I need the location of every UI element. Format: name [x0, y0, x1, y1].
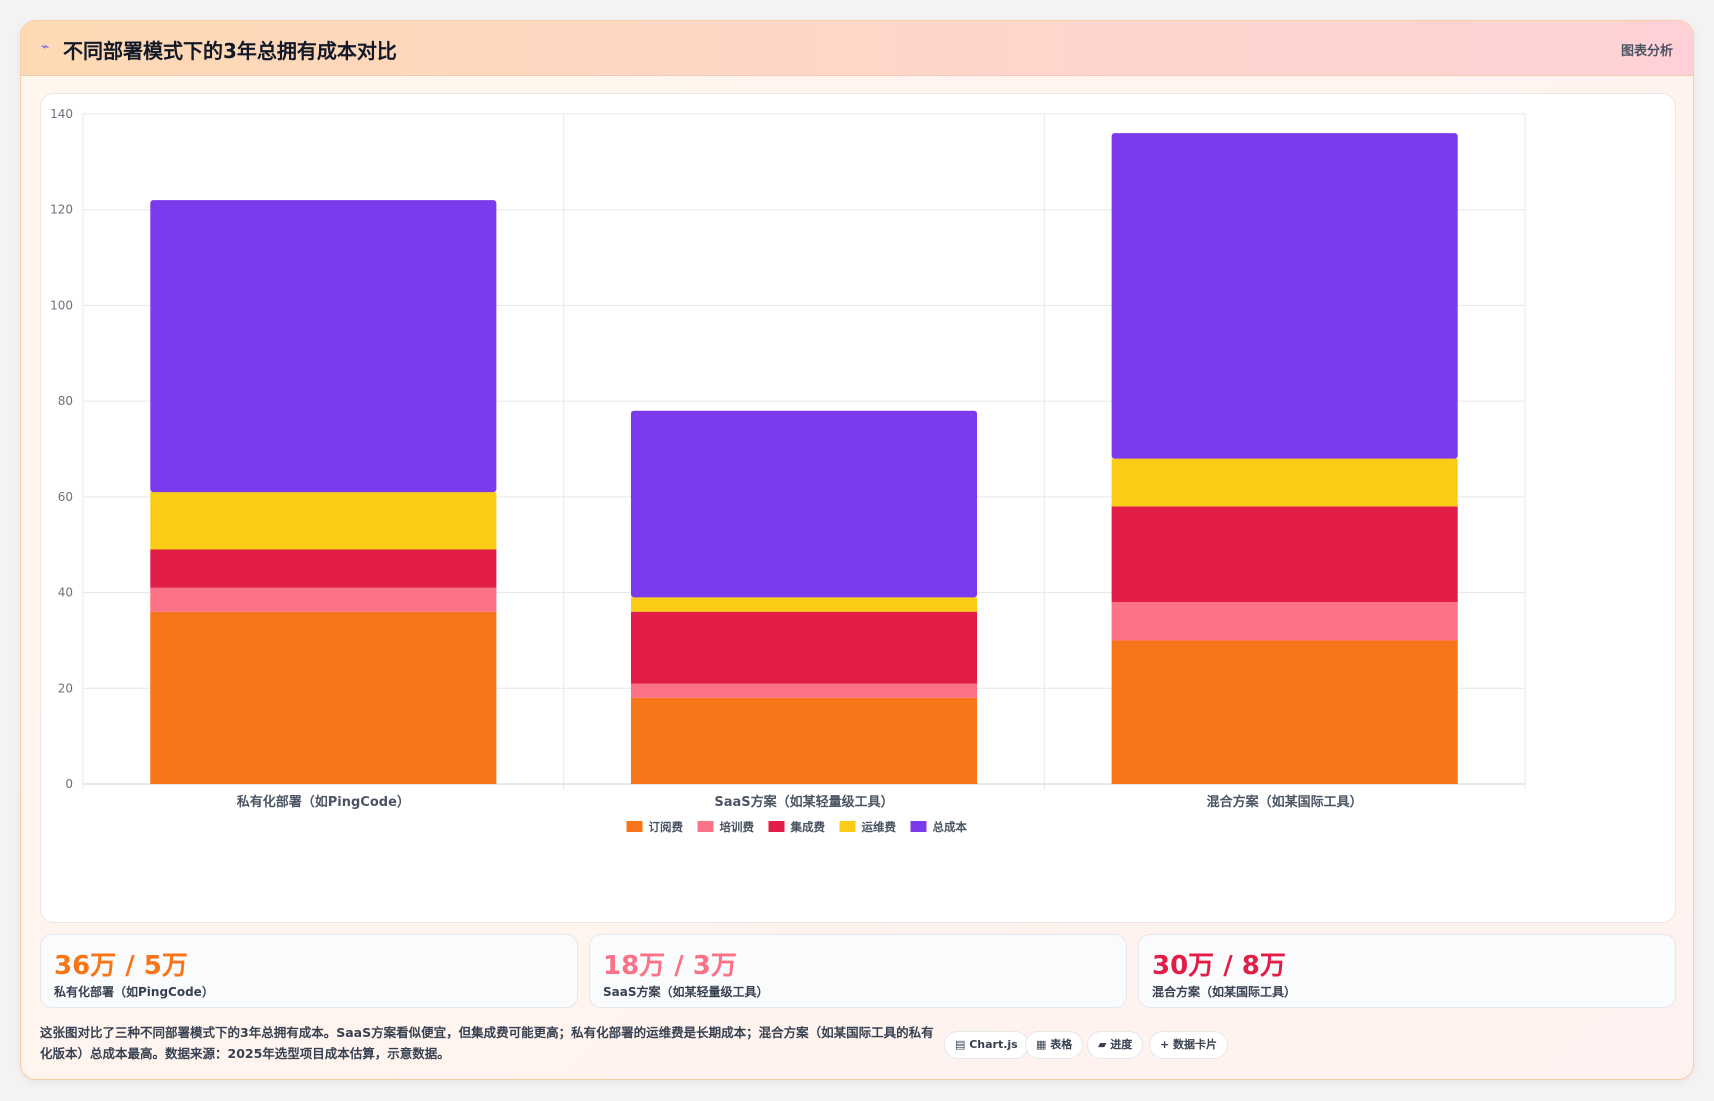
- chart-analysis-link[interactable]: 图表分析: [1620, 44, 1673, 59]
- legend-label: 集成费: [790, 820, 826, 834]
- stat-label: SaaS方案（如某轻量级工具）: [603, 985, 769, 999]
- x-tick-label: SaaS方案（如某轻量级工具）: [714, 794, 893, 810]
- bar-segment: [630, 697, 978, 784]
- bar-segment: [150, 611, 497, 784]
- legend-swatch: [910, 821, 927, 832]
- stat-value: 30万 / 8万: [1152, 951, 1286, 981]
- bar-segment: [1111, 506, 1458, 603]
- bar-segment: [1111, 640, 1458, 784]
- x-tick-label: 私有化部署（如PingCode）: [237, 794, 410, 810]
- chart-container: 0 20 40 60 80 100 120 140 私有化部署（如PingCode） SaaS方案…: [40, 93, 1676, 923]
- stat-label: 私有化部署（如PingCode）: [54, 985, 214, 999]
- legend-swatch: [768, 821, 785, 832]
- legend-swatch: [697, 821, 714, 832]
- y-tick-label: 20: [58, 681, 73, 695]
- stat-card-hybrid: 30万 / 8万 混合方案（如某国际工具）: [1138, 934, 1676, 1008]
- bar-segment: [1111, 133, 1458, 459]
- stat-value: 18万 / 3万: [603, 951, 737, 981]
- bar-segment: [630, 611, 978, 684]
- tag-table[interactable]: ▦ 表格: [1025, 1031, 1084, 1059]
- stats-row: 36万 / 5万 私有化部署（如PingCode） 18万 / 3万 SaaS方…: [40, 934, 1676, 1008]
- tag-chartjs[interactable]: ▤ Chart.js: [944, 1031, 1029, 1059]
- bar-segment: [150, 549, 497, 588]
- y-tick-label: 0: [65, 777, 73, 791]
- legend-label: 订阅费: [649, 820, 684, 834]
- legend-swatch: [839, 821, 856, 832]
- bar-segment: [150, 492, 497, 550]
- stacked-bar-chart: 0 20 40 60 80 100 120 140 私有化部署（如PingCode） SaaS方案…: [50, 107, 1526, 834]
- bar-segment: [630, 683, 978, 698]
- bar-segment: [630, 597, 978, 612]
- stat-value: 36万 / 5万: [54, 951, 188, 981]
- stat-card-saas: 18万 / 3万 SaaS方案（如某轻量级工具）: [589, 934, 1127, 1008]
- x-tick-label: 混合方案（如某国际工具）: [1207, 794, 1363, 810]
- bolt-icon: ⌁: [41, 39, 50, 55]
- y-tick-label: 140: [50, 107, 73, 121]
- legend-swatch: [626, 821, 643, 832]
- y-tick-label: 80: [58, 394, 73, 408]
- y-tick-label: 120: [50, 203, 73, 217]
- y-tick-label: 100: [50, 298, 73, 312]
- stat-card-private: 36万 / 5万 私有化部署（如PingCode）: [40, 934, 578, 1008]
- stat-label: 混合方案（如某国际工具）: [1152, 985, 1297, 999]
- legend-label: 培训费: [720, 820, 755, 834]
- card-header: ⌁ 不同部署模式下的3年总拥有成本对比 图表分析: [21, 21, 1693, 76]
- tag-progress[interactable]: ▰ 进度: [1087, 1031, 1144, 1059]
- y-tick-label: 40: [58, 586, 73, 600]
- y-tick-label: 60: [58, 490, 73, 504]
- bar-segment: [1111, 458, 1458, 507]
- bar-segment: [630, 410, 978, 598]
- bar-segment: [1111, 602, 1458, 641]
- legend-label: 运维费: [862, 820, 897, 834]
- bar-segment: [150, 200, 497, 493]
- legend-label: 总成本: [933, 820, 968, 834]
- tag-data-card[interactable]: + 数据卡片: [1149, 1031, 1229, 1059]
- chart-description: 这张图对比了三种不同部署模式下的3年总拥有成本。SaaS方案看似便宜，但集成费可…: [40, 1025, 934, 1061]
- bar-segment: [150, 587, 497, 612]
- chart-title: 不同部署模式下的3年总拥有成本对比: [63, 39, 397, 63]
- chart-card: ⌁ 不同部署模式下的3年总拥有成本对比 图表分析 0 20 40 60 80 100 120…: [20, 20, 1694, 1080]
